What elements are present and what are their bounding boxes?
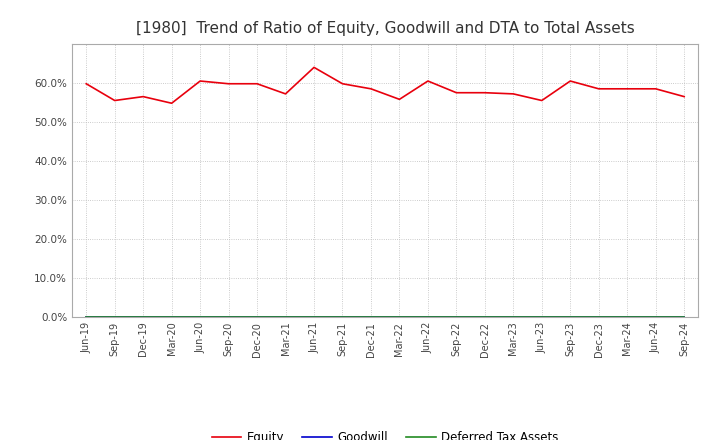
Equity [366,86,375,92]
Equity [282,91,290,96]
Deferred Tax Assets [225,314,233,319]
Goodwill [282,314,290,319]
Deferred Tax Assets [338,314,347,319]
Equity [196,78,204,84]
Equity [338,81,347,86]
Deferred Tax Assets [395,314,404,319]
Deferred Tax Assets [680,314,688,319]
Goodwill [595,314,603,319]
Line: Equity: Equity [86,67,684,103]
Goodwill [566,314,575,319]
Deferred Tax Assets [282,314,290,319]
Deferred Tax Assets [452,314,461,319]
Goodwill [225,314,233,319]
Goodwill [310,314,318,319]
Deferred Tax Assets [253,314,261,319]
Legend: Equity, Goodwill, Deferred Tax Assets: Equity, Goodwill, Deferred Tax Assets [207,426,564,440]
Deferred Tax Assets [167,314,176,319]
Deferred Tax Assets [652,314,660,319]
Equity [652,86,660,92]
Goodwill [680,314,688,319]
Equity [139,94,148,99]
Equity [452,90,461,95]
Goodwill [423,314,432,319]
Equity [167,101,176,106]
Goodwill [82,314,91,319]
Equity [623,86,631,92]
Deferred Tax Assets [139,314,148,319]
Deferred Tax Assets [82,314,91,319]
Goodwill [196,314,204,319]
Deferred Tax Assets [595,314,603,319]
Equity [595,86,603,92]
Deferred Tax Assets [423,314,432,319]
Goodwill [338,314,347,319]
Deferred Tax Assets [537,314,546,319]
Goodwill [395,314,404,319]
Goodwill [623,314,631,319]
Goodwill [452,314,461,319]
Deferred Tax Assets [623,314,631,319]
Equity [423,78,432,84]
Equity [680,94,688,99]
Deferred Tax Assets [310,314,318,319]
Deferred Tax Assets [196,314,204,319]
Equity [566,78,575,84]
Deferred Tax Assets [480,314,489,319]
Equity [110,98,119,103]
Deferred Tax Assets [566,314,575,319]
Goodwill [167,314,176,319]
Goodwill [366,314,375,319]
Goodwill [480,314,489,319]
Equity [480,90,489,95]
Goodwill [110,314,119,319]
Goodwill [253,314,261,319]
Goodwill [652,314,660,319]
Equity [509,91,518,96]
Equity [225,81,233,86]
Deferred Tax Assets [509,314,518,319]
Deferred Tax Assets [110,314,119,319]
Equity [395,97,404,102]
Goodwill [537,314,546,319]
Equity [253,81,261,86]
Goodwill [139,314,148,319]
Equity [537,98,546,103]
Equity [310,65,318,70]
Goodwill [509,314,518,319]
Deferred Tax Assets [366,314,375,319]
Title: [1980]  Trend of Ratio of Equity, Goodwill and DTA to Total Assets: [1980] Trend of Ratio of Equity, Goodwil… [136,21,634,36]
Equity [82,81,91,86]
